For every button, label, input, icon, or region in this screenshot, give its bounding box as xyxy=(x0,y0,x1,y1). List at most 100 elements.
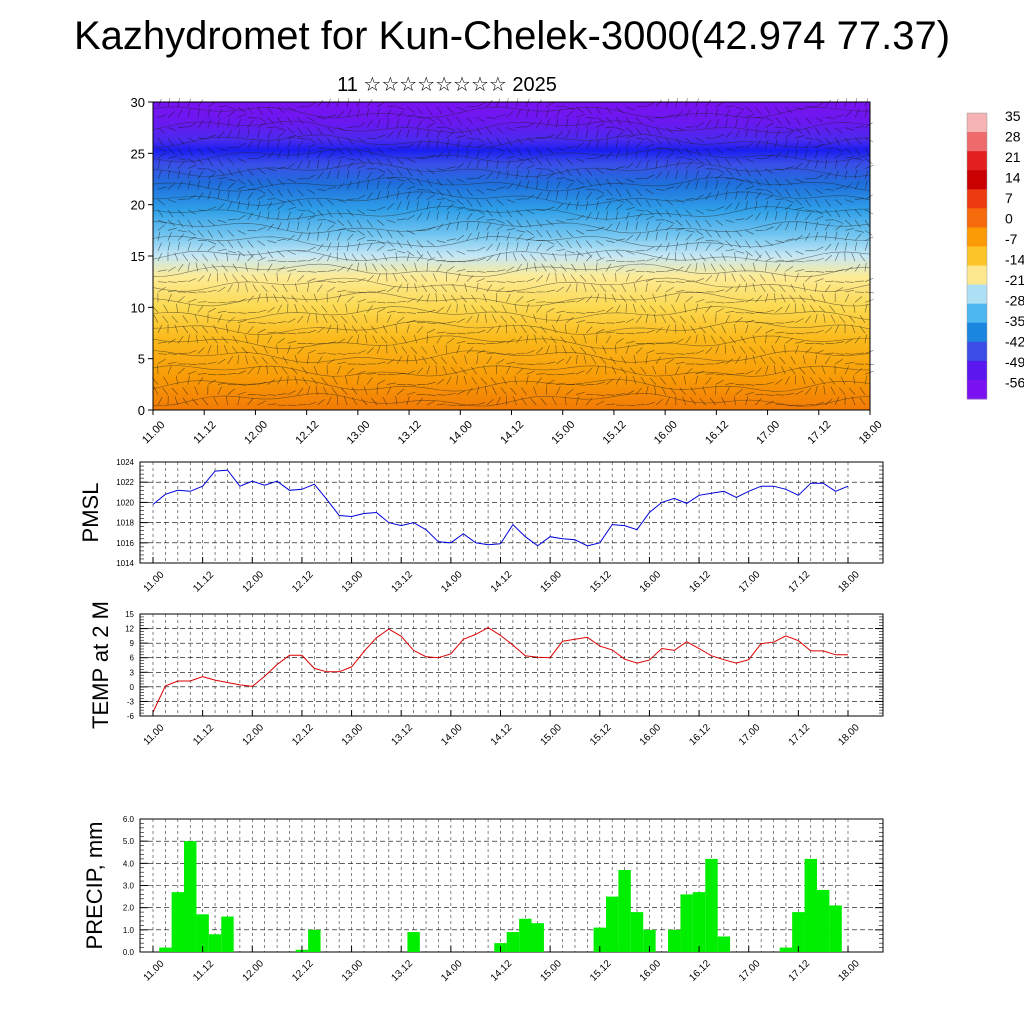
x-tick-label: 17.12 xyxy=(787,722,813,748)
y-tick-label: 0 xyxy=(130,683,135,692)
page-title: Kazhydromet for Kun-Chelek-3000(42.974 7… xyxy=(73,14,951,58)
precip-bar xyxy=(717,936,731,952)
x-tick-label: 15.00 xyxy=(538,722,564,748)
x-tick-label: 16.00 xyxy=(638,569,664,595)
y-axis-title: TEMP at 2 M xyxy=(88,601,113,729)
colorbar-swatch xyxy=(967,341,987,362)
x-tick-label: 16.12 xyxy=(687,569,713,595)
x-tick-label: 17.00 xyxy=(737,958,763,984)
cross-section-panel: 0 5 10 15 20 25 30 11.00 11.12 12.00 12.12 13.00 13.… xyxy=(131,95,885,447)
colorbar-swatch xyxy=(967,189,987,209)
x-tick-label: 14.00 xyxy=(439,722,465,748)
y-tick-label: 0.0 xyxy=(123,948,135,957)
plot-frame xyxy=(139,613,884,717)
precip-bar xyxy=(705,858,718,952)
precip-bar xyxy=(630,912,644,952)
precip-bar xyxy=(829,905,842,952)
temp-panel: -6 -3 0 3 6 9 12 15 11.00 11.12 12.00 12.12 13.00 13.… xyxy=(88,601,884,748)
x-tick-label: 11.12 xyxy=(191,958,216,983)
y-tick-label: 1014 xyxy=(116,559,134,568)
x-tick-label: 12.12 xyxy=(290,958,316,984)
x-tick-label: 14.00 xyxy=(447,419,475,447)
colorbar-swatch xyxy=(967,246,987,267)
y-tick-label: 1018 xyxy=(116,519,134,528)
x-tick-label: 14.12 xyxy=(498,419,526,447)
x-tick-label: 15.12 xyxy=(588,958,614,984)
precip-bar xyxy=(593,927,606,952)
x-tick-label: 11.00 xyxy=(142,958,167,983)
colorbar-label: -42 xyxy=(1005,334,1024,350)
x-tick-label: 17.12 xyxy=(806,419,834,447)
colorbar-swatch xyxy=(967,170,987,190)
colorbar-frame xyxy=(966,112,988,400)
temperature-field xyxy=(153,102,870,410)
precip-bar xyxy=(643,929,656,952)
y-tick-label: -3 xyxy=(127,697,135,706)
precip-bar xyxy=(531,923,544,952)
x-tick-label: 15.00 xyxy=(538,569,564,595)
y-tick-label: 30 xyxy=(131,95,145,110)
x-tick-label: 12.12 xyxy=(293,419,321,447)
y-tick-label: 12 xyxy=(125,625,134,634)
y-tick-label: 9 xyxy=(130,639,135,648)
chart-subtitle: 11 ☆☆☆☆☆☆☆☆ 2025 xyxy=(337,74,557,96)
x-tick-label: 12.00 xyxy=(241,569,267,595)
colorbar-swatch xyxy=(967,379,987,400)
y-tick-label: 1020 xyxy=(116,498,134,507)
colorbar-swatch xyxy=(967,265,987,286)
vertical-grid xyxy=(152,462,849,563)
x-tick-label: 17.12 xyxy=(787,958,813,984)
x-tick-label: 13.00 xyxy=(340,722,366,748)
precip-bar xyxy=(519,918,532,952)
precip-bar xyxy=(407,932,420,952)
colorbar-label: 14 xyxy=(1005,170,1021,186)
x-tick-label: 17.12 xyxy=(787,569,813,595)
pmsl-panel: 1014 1016 1018 1020 1022 1024 11.00 11.12 12.00 1… xyxy=(78,458,884,595)
precip-bar xyxy=(196,914,209,952)
y-tick-label: 3.0 xyxy=(123,882,135,891)
x-tick-label: 15.12 xyxy=(601,419,629,447)
y-tick-label: 5.0 xyxy=(123,837,135,846)
precip-bar xyxy=(792,912,805,952)
precip-panel: 0.0 1.0 2.0 3.0 4.0 5.0 6.0 11.00 11.12 12.00 12.1… xyxy=(82,815,884,984)
wind-barbs xyxy=(151,98,875,407)
y-axis-title: PRECIP, mm xyxy=(82,822,107,950)
y-tick-label: 10 xyxy=(131,300,145,315)
y-tick-label: 1.0 xyxy=(123,926,135,935)
x-tick-label: 13.00 xyxy=(340,569,366,595)
colorbar: 35 28 21 14 7 0 -7 -14 -21 -28 -35 -42 -49 -56 xyxy=(966,108,1024,400)
x-tick-label: 11.00 xyxy=(142,722,167,747)
precip-bar xyxy=(668,929,681,952)
y-tick-label: 6.0 xyxy=(123,815,135,824)
y-tick-label: 0 xyxy=(138,403,145,418)
x-tick-label: 18.00 xyxy=(836,958,862,984)
y-tick-label: 25 xyxy=(131,146,145,161)
x-tick-label: 13.00 xyxy=(340,958,366,984)
precip-bar xyxy=(618,869,631,952)
colorbar-label: 28 xyxy=(1005,129,1021,145)
x-tick-label: 12.00 xyxy=(241,958,267,984)
precip-bar xyxy=(171,892,185,952)
x-tick-label: 13.12 xyxy=(396,419,424,447)
y-tick-label: 20 xyxy=(131,198,145,213)
x-tick-label: 14.12 xyxy=(489,569,515,595)
colorbar-swatch xyxy=(967,322,987,343)
x-tick-label: 14.00 xyxy=(439,569,465,595)
x-tick-label: 16.00 xyxy=(652,419,680,447)
y-tick-label: 1024 xyxy=(116,458,134,467)
colorbar-label: -35 xyxy=(1005,313,1024,329)
precip-bar xyxy=(692,892,706,952)
x-tick-label: 12.00 xyxy=(241,722,267,748)
y-tick-label: 1022 xyxy=(116,478,134,487)
series-line xyxy=(152,469,849,547)
precip-bar xyxy=(816,889,830,952)
x-tick-label: 16.00 xyxy=(638,722,664,748)
x-tick-label: 15.12 xyxy=(588,722,614,748)
colorbar-label: -7 xyxy=(1005,231,1018,247)
precip-bar xyxy=(605,896,619,952)
series-line xyxy=(152,627,848,713)
y-tick-label: 15 xyxy=(131,249,145,264)
colorbar-label: -56 xyxy=(1005,375,1024,391)
colorbar-swatch xyxy=(967,113,987,133)
precip-bar xyxy=(506,932,520,952)
